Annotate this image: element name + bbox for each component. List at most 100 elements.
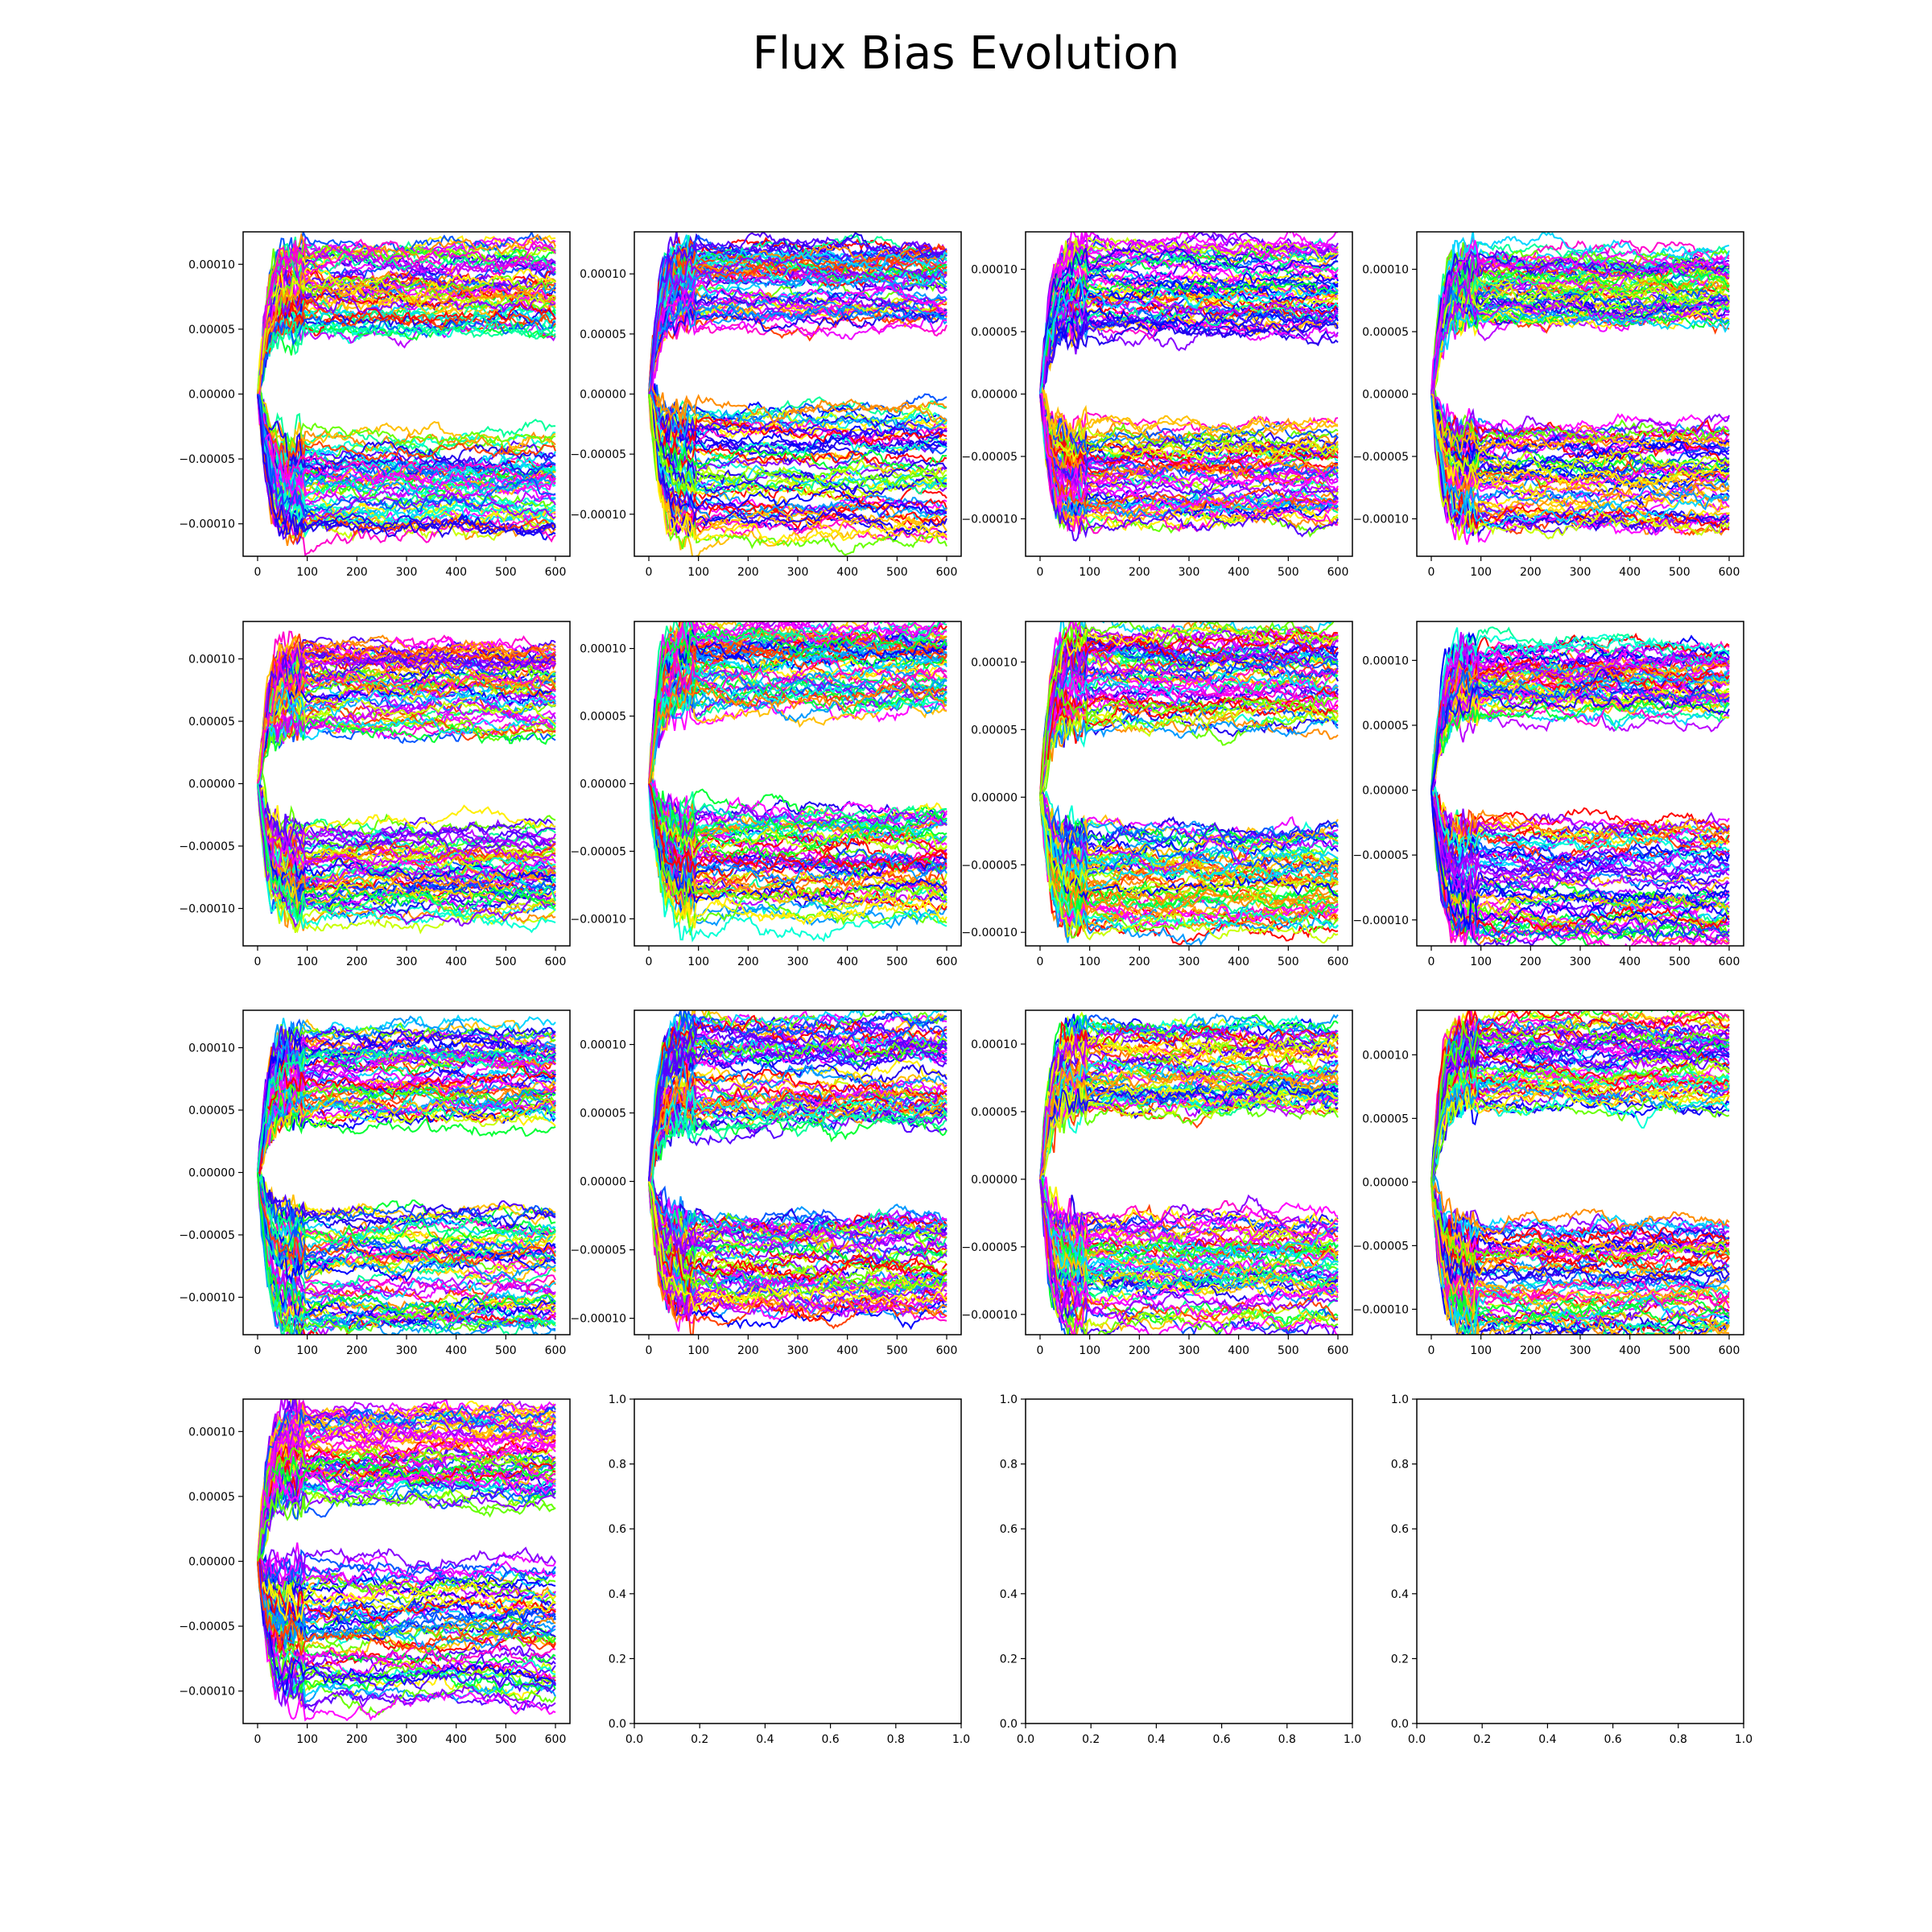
x-tick-label: 600 xyxy=(1327,956,1349,968)
y-tick-label: 0.0 xyxy=(609,1718,626,1731)
x-tick-label: 200 xyxy=(346,956,368,968)
series-line xyxy=(257,1172,556,1318)
series-line xyxy=(1039,797,1339,908)
series-line xyxy=(257,783,556,935)
x-tick-label: 200 xyxy=(1129,566,1150,579)
series-line xyxy=(648,1181,947,1248)
y-tick-label: 0.8 xyxy=(1000,1459,1018,1472)
series-line xyxy=(648,1179,947,1264)
series-line xyxy=(648,1181,947,1286)
series-line xyxy=(257,1172,556,1274)
series-line xyxy=(1430,1081,1730,1183)
x-tick-label: 0.6 xyxy=(821,1733,839,1746)
y-tick-label: −0.00005 xyxy=(179,840,235,853)
series-line xyxy=(1430,1182,1730,1335)
series-line xyxy=(1430,790,1730,836)
series-line xyxy=(257,1405,556,1562)
series-line xyxy=(1039,394,1339,522)
series-line xyxy=(257,661,556,784)
series-line xyxy=(1430,394,1730,530)
series-line xyxy=(1039,797,1339,902)
series-line xyxy=(257,783,556,914)
x-tick-label: 0 xyxy=(1037,1344,1044,1357)
series-line xyxy=(648,394,947,537)
series-line xyxy=(257,1561,556,1666)
y-tick-label: 0.6 xyxy=(609,1523,626,1536)
series-line xyxy=(257,1046,556,1179)
subplot-11: 0 100 200 300 400 500 600 0.00010 0.00005 0.00000… xyxy=(961,1009,1353,1357)
y-tick-label: 0.00000 xyxy=(188,389,235,402)
series-line xyxy=(257,1561,556,1650)
series-line xyxy=(257,1487,556,1562)
series-line xyxy=(648,683,947,784)
series-line xyxy=(257,1455,556,1562)
series-line xyxy=(648,1181,947,1276)
series-line xyxy=(648,626,947,784)
series-line xyxy=(257,683,556,784)
y-tick-label: 0.00000 xyxy=(1362,389,1409,402)
series-line xyxy=(648,1059,947,1182)
series-line xyxy=(1430,790,1730,935)
x-tick-label: 0 xyxy=(1428,956,1435,968)
x-tick-label: 0.0 xyxy=(1408,1733,1426,1746)
y-tick-label: 0.00005 xyxy=(971,724,1018,737)
x-tick-label: 100 xyxy=(296,956,318,968)
series-line xyxy=(257,1026,556,1173)
x-tick-label: 0.4 xyxy=(756,1733,774,1746)
x-tick-label: 600 xyxy=(936,566,958,579)
series-line xyxy=(1039,698,1339,798)
series-line xyxy=(1430,1180,1730,1335)
x-tick-label: 600 xyxy=(1719,956,1740,968)
series-line xyxy=(257,394,556,485)
y-tick-label: 0.00005 xyxy=(188,1491,235,1504)
series-line xyxy=(648,782,947,873)
series-line xyxy=(1039,310,1339,401)
x-tick-label: 100 xyxy=(687,956,709,968)
series-line xyxy=(648,1181,947,1317)
series-line xyxy=(257,1561,556,1714)
series-line xyxy=(257,1035,556,1173)
series-line xyxy=(1430,1181,1730,1236)
series-line xyxy=(257,394,556,539)
series-line xyxy=(1430,393,1730,508)
x-tick-label: 400 xyxy=(445,1344,467,1357)
series-line xyxy=(257,238,556,395)
series-line xyxy=(1039,232,1339,394)
x-tick-label: 200 xyxy=(737,956,759,968)
series-line xyxy=(1039,232,1339,394)
series-line xyxy=(1430,790,1730,910)
x-tick-label: 100 xyxy=(1470,1344,1492,1357)
series-line xyxy=(257,1557,556,1607)
series-line xyxy=(1039,648,1339,798)
series-lines xyxy=(257,630,556,935)
x-tick-label: 200 xyxy=(1520,956,1542,968)
series-line xyxy=(1039,300,1339,398)
subplot-8: 0 100 200 300 400 500 600 0.00010 0.00005 0.00000… xyxy=(1352,621,1744,968)
series-line xyxy=(1039,394,1339,515)
series-line xyxy=(648,381,947,425)
series-line xyxy=(648,1073,947,1183)
series-line xyxy=(257,1172,556,1282)
series-line xyxy=(257,1172,556,1315)
series-line xyxy=(257,783,556,867)
series-line xyxy=(1039,394,1339,542)
x-tick-label: 1.0 xyxy=(1735,1733,1752,1746)
series-line xyxy=(648,1079,947,1182)
series-line xyxy=(257,783,556,875)
series-line xyxy=(648,393,947,502)
x-tick-label: 300 xyxy=(787,1344,809,1357)
y-tick-label: 0.00000 xyxy=(188,778,235,791)
series-line xyxy=(1039,1176,1339,1246)
y-tick-label: 0.8 xyxy=(609,1459,626,1472)
series-line xyxy=(648,394,947,493)
y-tick-label: −0.00005 xyxy=(1352,849,1409,862)
y-tick-label: 0.0 xyxy=(1391,1718,1409,1731)
series-line xyxy=(1430,633,1730,791)
x-tick-label: 400 xyxy=(1228,1344,1249,1357)
series-line xyxy=(648,299,947,394)
y-tick-label: −0.00005 xyxy=(961,451,1018,464)
series-line xyxy=(1430,255,1730,401)
x-tick-label: 200 xyxy=(737,566,759,579)
series-line xyxy=(1430,1081,1730,1183)
series-line xyxy=(257,1172,556,1307)
